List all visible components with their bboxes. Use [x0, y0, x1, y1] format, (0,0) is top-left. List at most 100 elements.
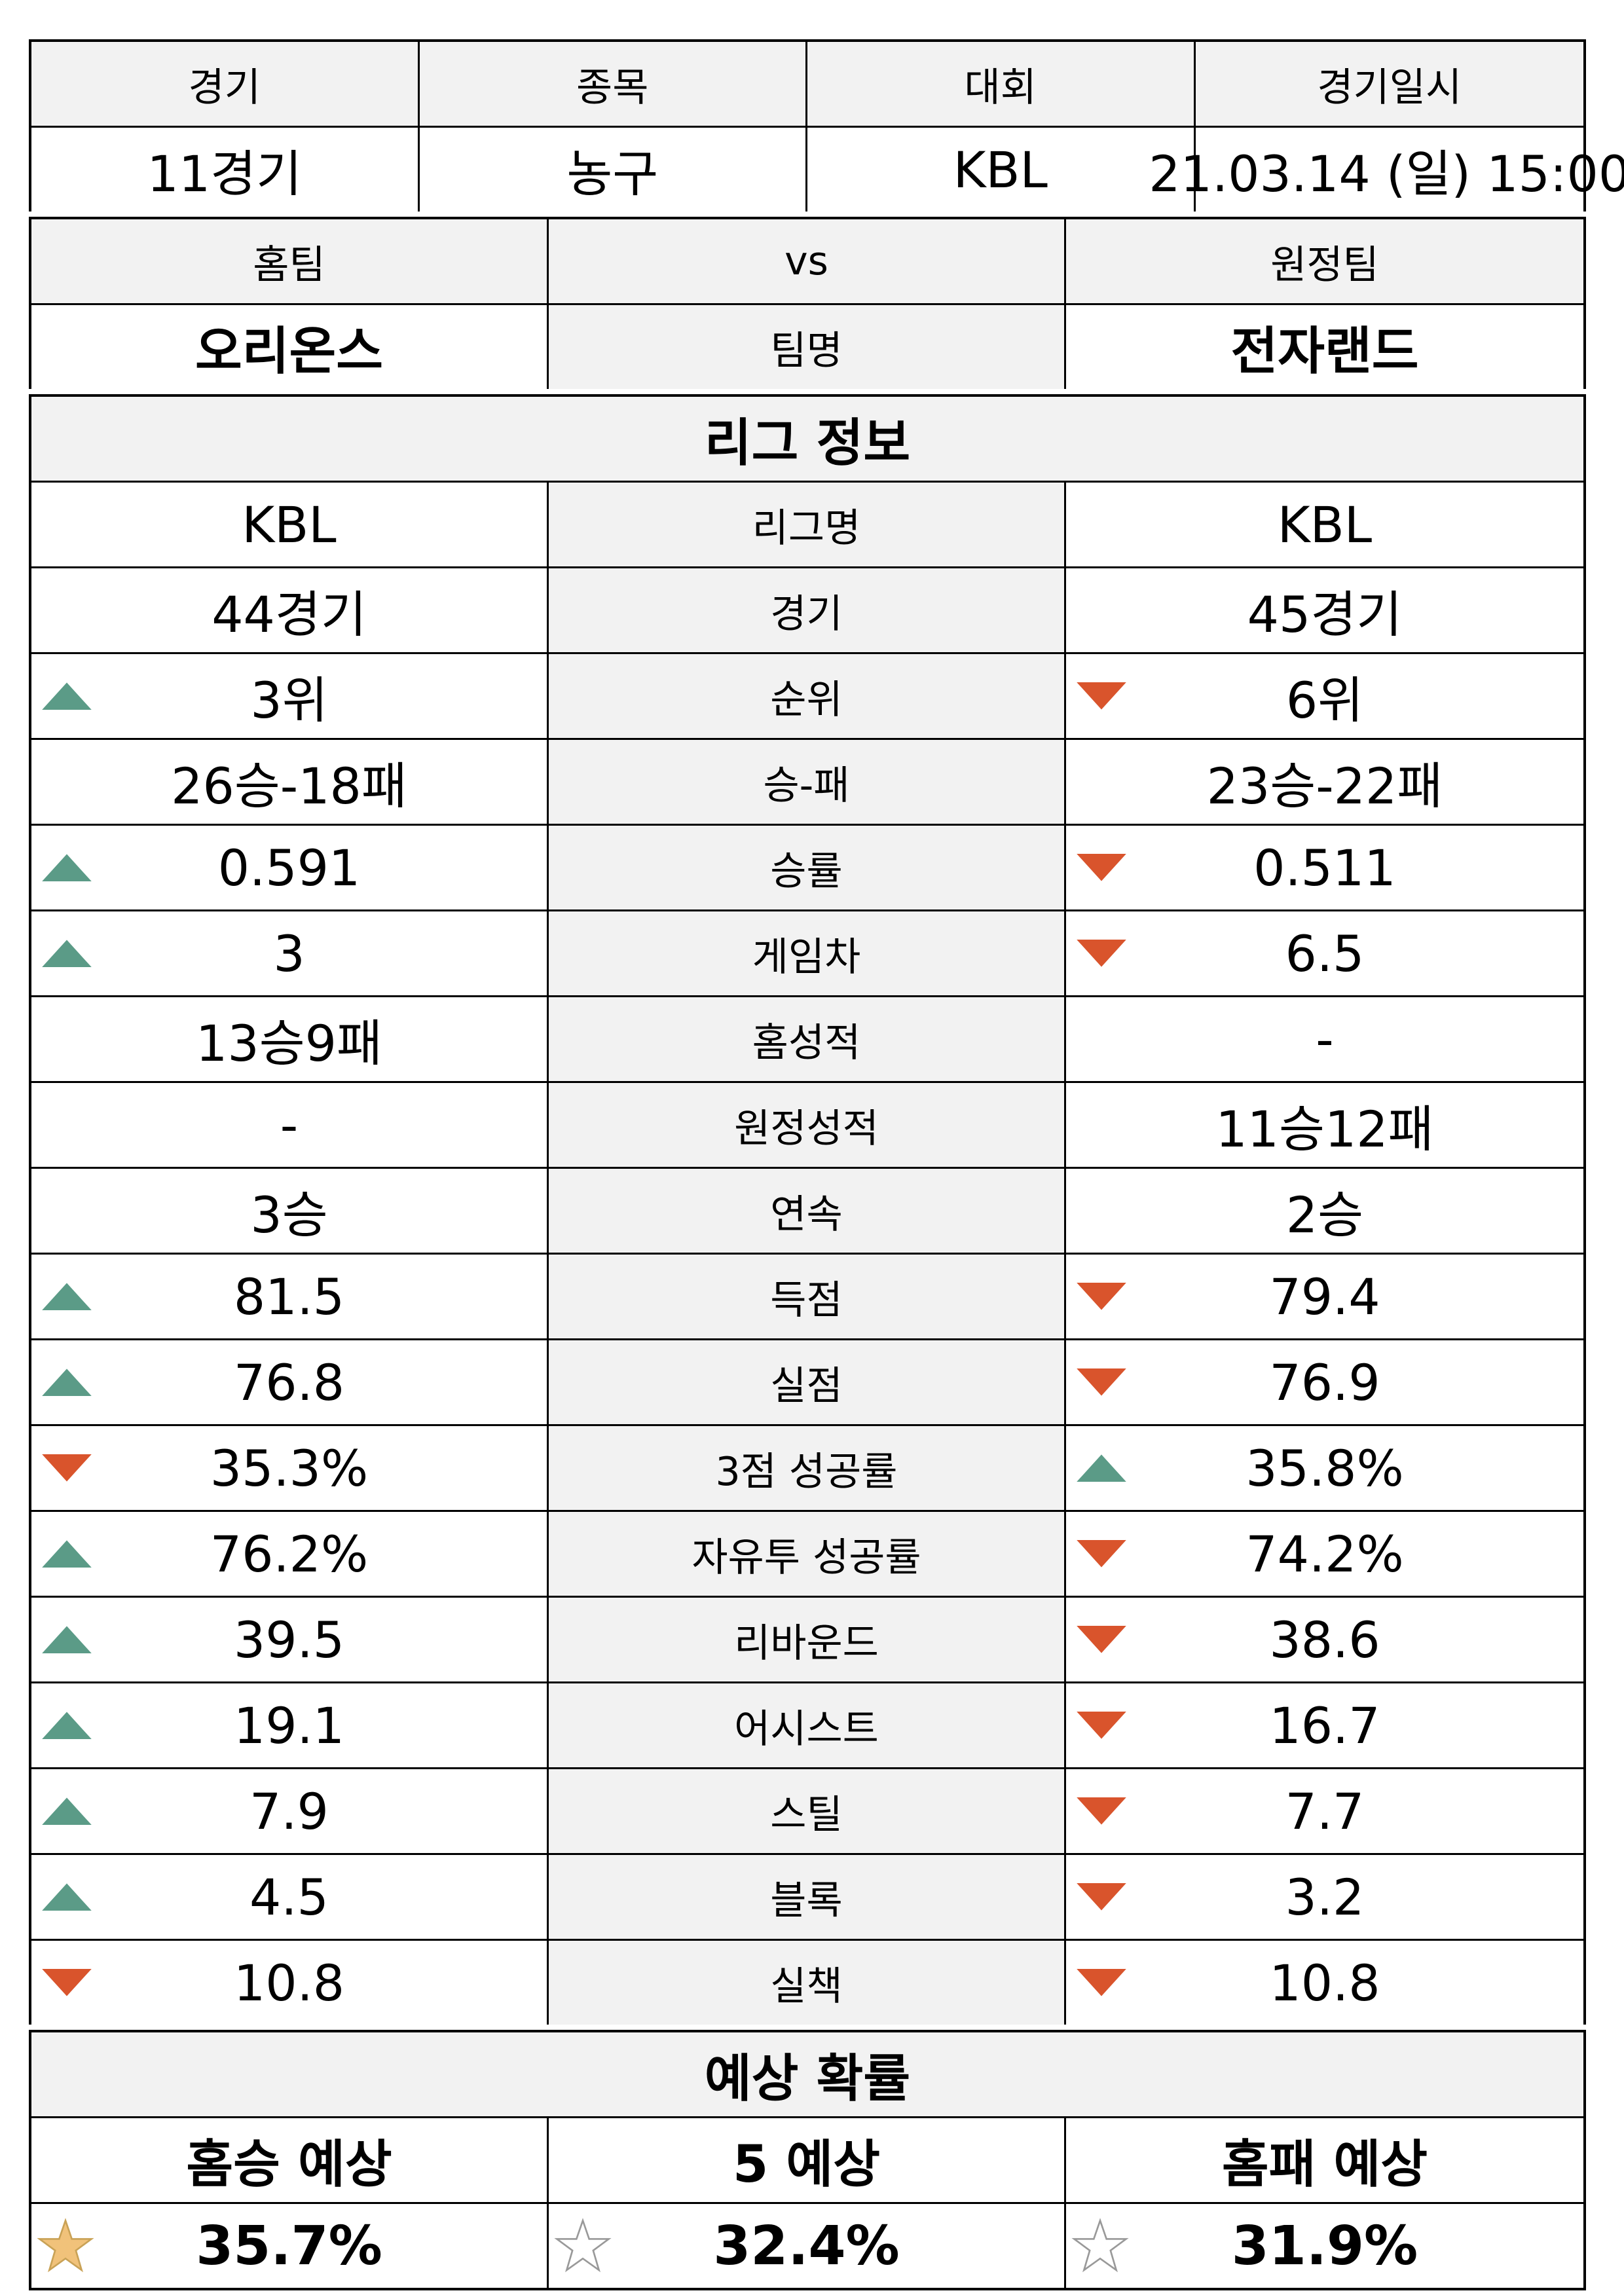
home-stat-text: 10.8 — [233, 1953, 345, 2012]
prediction-title-row: 예상 확률 — [31, 2032, 1583, 2118]
league-row: 76.2% 자유투 성공률 74.2% — [31, 1512, 1583, 1598]
teams-labels: 홈팀 vs 원정팀 — [31, 219, 1583, 305]
trend-down-icon — [1073, 1625, 1129, 1655]
home-team-name: 오리온스 — [31, 305, 549, 389]
league-row: 35.3% 3점 성공률 35.8% — [31, 1426, 1583, 1512]
home-stat-text: 81.5 — [233, 1267, 345, 1326]
stat-label-text: 득점 — [770, 1277, 843, 1323]
stat-label-cell: 3점 성공률 — [548, 1426, 1066, 1510]
home-stat-cell: 26승-18패 — [31, 740, 549, 824]
home-stat-cell: 3 — [31, 911, 549, 995]
away-stat-text: 2승 — [1285, 1186, 1364, 1244]
away-stat-cell: 0.511 — [1066, 826, 1583, 909]
home-stat-cell: 35.3% — [31, 1426, 549, 1510]
home-stat-text: KBL — [242, 495, 337, 554]
trend-down-icon — [1073, 1710, 1129, 1741]
home-stat-text: - — [280, 1095, 299, 1154]
home-stat-text: 76.2% — [210, 1524, 369, 1583]
trend-down-icon — [1073, 1367, 1129, 1398]
stat-label-text: 어시스트 — [734, 1706, 879, 1752]
trend-down-icon — [1073, 1968, 1129, 1998]
stat-label-text: 자유투 성공률 — [692, 1534, 921, 1581]
value-game: 11경기 — [31, 128, 420, 211]
stat-label-cell: 자유투 성공률 — [548, 1512, 1066, 1596]
away-stat-text: 3.2 — [1285, 1867, 1365, 1926]
league-info-block: 리그 정보 KBL 리그명 KBL 44경기 경기 45경기 3위 순위 6위 26승-18패 승-… — [29, 394, 1586, 2025]
stat-label-text: 리그명 — [752, 505, 861, 551]
stat-label-text: 스틸 — [770, 1791, 843, 1838]
label-game: 경기 — [31, 42, 420, 126]
away-stat-cell: 3.2 — [1066, 1855, 1583, 1939]
home-loss-cell: 31.9% — [1066, 2204, 1583, 2288]
value-datetime: 21.03.14 (일) 15:00 — [1149, 145, 1624, 203]
home-stat-cell: 10.8 — [31, 1941, 549, 2025]
vs-label: vs — [549, 219, 1066, 303]
league-row: 3 게임차 6.5 — [31, 911, 1583, 997]
home-loss-value: 31.9% — [1231, 2214, 1418, 2277]
trend-down-icon — [1073, 681, 1129, 712]
stat-label-cell: 승률 — [548, 826, 1066, 909]
away-stat-cell: 38.6 — [1066, 1598, 1583, 1681]
away-stat-cell: 6위 — [1066, 654, 1583, 738]
trend-up-icon — [39, 1710, 94, 1740]
away-stat-text: KBL — [1277, 495, 1373, 554]
prediction-values: 35.7% 32.4% 31.9% — [31, 2204, 1583, 2288]
away-stat-text: 16.7 — [1269, 1696, 1380, 1755]
away-stat-cell: 76.9 — [1066, 1340, 1583, 1424]
home-stat-text: 35.3% — [210, 1439, 369, 1497]
league-info-title-row: 리그 정보 — [31, 397, 1583, 483]
stat-label-cell: 어시스트 — [548, 1683, 1066, 1767]
away-stat-text: 74.2% — [1246, 1524, 1404, 1583]
value-sport: 농구 — [420, 128, 807, 211]
home-stat-cell: - — [31, 1083, 549, 1167]
stat-label-cell: 스틸 — [548, 1769, 1066, 1853]
league-row: 3위 순위 6위 — [31, 654, 1583, 740]
away-stat-text: 6위 — [1285, 671, 1364, 729]
stat-label-cell: 리바운드 — [548, 1598, 1066, 1681]
stat-label-cell: 실점 — [548, 1340, 1066, 1424]
away-team-label: 원정팀 — [1270, 242, 1379, 288]
match-header-block: 경기 종목 대회 경기일시 11경기 농구 KBL 21.03.14 (일) 1… — [29, 39, 1624, 211]
home-stat-cell: 19.1 — [31, 1683, 549, 1767]
home-win-value: 35.7% — [196, 2214, 382, 2277]
trend-up-icon — [39, 1281, 94, 1312]
home-stat-cell: 44경기 — [31, 568, 549, 652]
home-stat-text: 3 — [273, 924, 305, 983]
home-stat-cell: 3위 — [31, 654, 549, 738]
home-stat-text: 3승 — [250, 1186, 328, 1244]
home-stat-text: 4.5 — [249, 1867, 329, 1926]
home-stat-cell: 7.9 — [31, 1769, 549, 1853]
home-stat-text: 26승-18패 — [171, 757, 407, 815]
away-stat-text: 23승-22패 — [1206, 757, 1443, 815]
trend-up-icon — [39, 938, 94, 968]
stat-label-text: 리바운드 — [734, 1620, 879, 1666]
teams-block: 홈팀 vs 원정팀 오리온스 팀명 전자랜드 — [29, 217, 1586, 389]
stat-label-text: 홈성적 — [752, 1019, 861, 1066]
stat-label-cell: 실책 — [548, 1941, 1066, 2025]
home-stat-text: 3위 — [250, 671, 328, 729]
home-win-cell: 35.7% — [31, 2204, 549, 2288]
home-stat-text: 19.1 — [233, 1696, 345, 1755]
prediction-labels: 홈승 예상 5 예상 홈패 예상 — [31, 2118, 1583, 2204]
home-stat-text: 7.9 — [249, 1782, 329, 1841]
stat-label-text: 승-패 — [763, 762, 850, 809]
trend-down-icon — [1073, 938, 1129, 969]
league-row: 39.5 리바운드 38.6 — [31, 1598, 1583, 1683]
home-stat-cell: 13승9패 — [31, 997, 549, 1081]
stat-label-text: 순위 — [770, 676, 843, 723]
league-row: 26승-18패 승-패 23승-22패 — [31, 740, 1583, 826]
home-stat-text: 76.8 — [233, 1353, 345, 1412]
away-stat-cell: 6.5 — [1066, 911, 1583, 995]
league-info-title: 리그 정보 — [704, 414, 911, 473]
value-competition: KBL — [807, 128, 1196, 211]
away-stat-text: 0.511 — [1253, 838, 1396, 897]
label-competition: 대회 — [807, 42, 1196, 126]
league-row: - 원정성적 11승12패 — [31, 1083, 1583, 1169]
trend-up-icon — [39, 1538, 94, 1569]
trend-up-icon — [39, 1624, 94, 1655]
home-stat-cell: 81.5 — [31, 1255, 549, 1338]
home-stat-cell: 39.5 — [31, 1598, 549, 1681]
league-row: 10.8 실책 10.8 — [31, 1941, 1583, 2025]
label-datetime: 경기일시 — [1317, 64, 1462, 111]
away-stat-cell: KBL — [1066, 483, 1583, 566]
